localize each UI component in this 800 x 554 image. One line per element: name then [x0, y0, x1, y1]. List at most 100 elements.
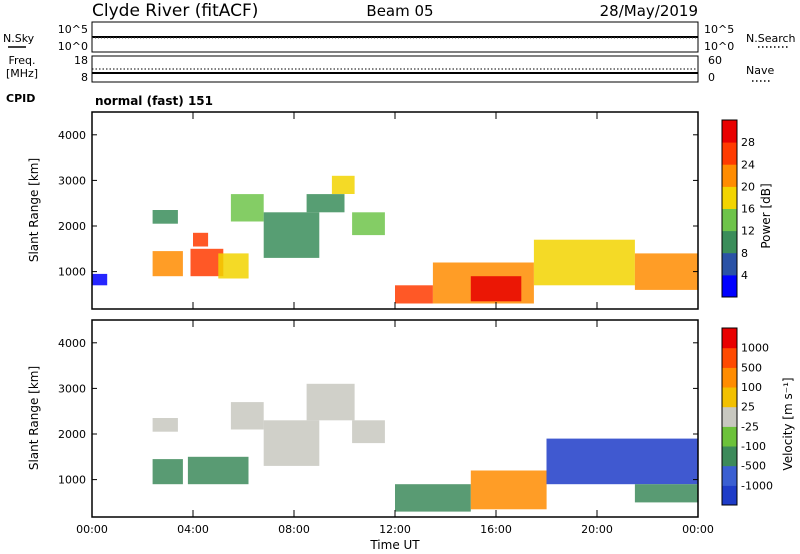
power-colorbar-tick: 12 [741, 225, 755, 238]
power-x-ticks [91, 112, 699, 309]
power-echo-region [331, 175, 355, 194]
cpid-value: normal (fast) 151 [95, 94, 213, 108]
power-echo-region [152, 210, 178, 224]
power-colorbar: 4 8 12 16 20 24 28 [721, 119, 755, 298]
x-tick-label: 00:00 [682, 523, 714, 536]
vel-echo-region [470, 470, 547, 510]
power-colorbar-band [722, 142, 737, 165]
vel-y-tick-label: 1000 [58, 474, 86, 487]
vel-echo-region [352, 420, 385, 444]
velocity-colorbar-tick: -1000 [741, 479, 773, 492]
freq-tick-top: 18 [74, 54, 88, 67]
vel-y-tick-label: 3000 [58, 382, 86, 395]
power-colorbar-tick: 8 [741, 247, 748, 260]
velocity-colorbar-tick: -100 [741, 440, 766, 453]
power-colorbar-band [722, 120, 737, 143]
vel-colorbar-band [722, 406, 737, 427]
velocity-y-axis-label: Slant Range [km] [27, 366, 41, 470]
power-panel: 1000 2000 3000 4000 Slant Range [km] 4 8 12 16… [27, 111, 773, 310]
power-y-axis-label: Slant Range [km] [27, 158, 41, 262]
vel-y-tick-label: 4000 [58, 337, 86, 350]
power-colorbar-tick: 24 [741, 158, 755, 171]
power-echo-region [470, 276, 522, 302]
vel-echo-region [546, 438, 698, 485]
vel-echo-region [306, 383, 355, 421]
vel-colorbar-band [722, 485, 737, 506]
velocity-colorbar-tick: 1000 [741, 342, 769, 355]
power-y-tick-label: 2000 [58, 220, 86, 233]
velocity-colorbar: 1000 500 100 25 -25 -100 -500 -1000 [721, 327, 773, 506]
vel-colorbar-band [722, 446, 737, 467]
power-echo-region [218, 253, 249, 279]
velocity-panel: 1000 2000 3000 4000 00:00 04:00 08:00 12:00 16:… [27, 319, 795, 536]
power-colorbar-band [722, 186, 737, 209]
power-echo-region [634, 253, 698, 290]
velocity-x-ticks: 00:00 04:00 08:00 12:00 16:00 20:00 00:00 [76, 320, 714, 536]
power-colorbar-band [722, 252, 737, 276]
vel-colorbar-band [722, 367, 737, 388]
x-axis-label: Time UT [369, 538, 420, 552]
station-title: Clyde River (fitACF) [92, 1, 258, 21]
power-y-tick-label: 3000 [58, 174, 86, 187]
vel-echo-region [152, 459, 183, 485]
power-echo-region [190, 248, 224, 277]
power-colorbar-tick: 4 [741, 269, 748, 282]
power-colorbar-tick: 28 [741, 136, 755, 149]
power-echo-region [352, 212, 385, 236]
vel-colorbar-band [722, 465, 737, 486]
velocity-colorbar-label: Velocity [m s⁻¹] [781, 377, 795, 470]
velocity-y-ticks: 1000 2000 3000 4000 [58, 337, 698, 487]
vel-echo-region [263, 420, 320, 466]
nsearch-tick-top: 10^5 [704, 23, 734, 36]
x-tick-label: 16:00 [480, 523, 512, 536]
freq-tick-bottom: 8 [81, 71, 88, 84]
power-colorbar-band [722, 208, 737, 232]
power-colorbar-label: Power [dB] [759, 183, 773, 248]
nsky-tick-bottom: 10^0 [58, 40, 88, 53]
velocity-colorbar-tick: -25 [741, 420, 759, 433]
power-echo-region [230, 194, 264, 222]
x-tick-label: 12:00 [379, 523, 411, 536]
vel-colorbar-band [722, 328, 737, 349]
power-y-ticks: 1000 2000 3000 4000 [58, 129, 698, 279]
vel-colorbar-band [722, 387, 737, 408]
power-colorbar-band [722, 164, 737, 187]
nave-tick-bottom: 0 [708, 71, 715, 84]
x-tick-label: 00:00 [76, 523, 108, 536]
power-colorbar-band [722, 274, 737, 298]
power-echo-region [193, 232, 209, 247]
power-y-tick-label: 1000 [58, 266, 86, 279]
vel-echo-region [187, 456, 249, 485]
nsearch-label: N.Search [746, 32, 796, 45]
vel-echo-region [395, 484, 471, 512]
freq-unit-label: [MHz] [6, 67, 38, 80]
power-echo-region [533, 239, 635, 286]
velocity-regions [152, 383, 698, 512]
cpid-label: CPID [6, 92, 35, 105]
nave-tick-top: 60 [708, 54, 722, 67]
power-colorbar-tick: 20 [741, 180, 755, 193]
vel-echo-region [230, 402, 264, 430]
vel-echo-region [152, 418, 178, 432]
x-tick-label: 08:00 [278, 523, 310, 536]
power-echo-region [263, 212, 320, 258]
velocity-colorbar-tick: 25 [741, 401, 755, 414]
date-title: 28/May/2019 [600, 2, 698, 20]
vel-y-tick-label: 2000 [58, 428, 86, 441]
freq-label: Freq. [8, 54, 35, 67]
power-colorbar-band [722, 230, 737, 254]
power-y-tick-label: 4000 [58, 129, 86, 142]
x-tick-label: 20:00 [581, 523, 613, 536]
power-colorbar-frame [721, 119, 738, 298]
x-tick-label: 04:00 [177, 523, 209, 536]
velocity-colorbar-tick: 100 [741, 381, 762, 394]
power-echo-region [92, 273, 108, 286]
power-colorbar-tick: 16 [741, 203, 755, 216]
velocity-colorbar-tick: -500 [741, 460, 766, 473]
power-echo-region [306, 194, 345, 213]
power-echo-region [395, 285, 433, 304]
power-regions [92, 175, 698, 304]
beam-title: Beam 05 [366, 2, 433, 20]
vel-colorbar-band [722, 426, 737, 447]
